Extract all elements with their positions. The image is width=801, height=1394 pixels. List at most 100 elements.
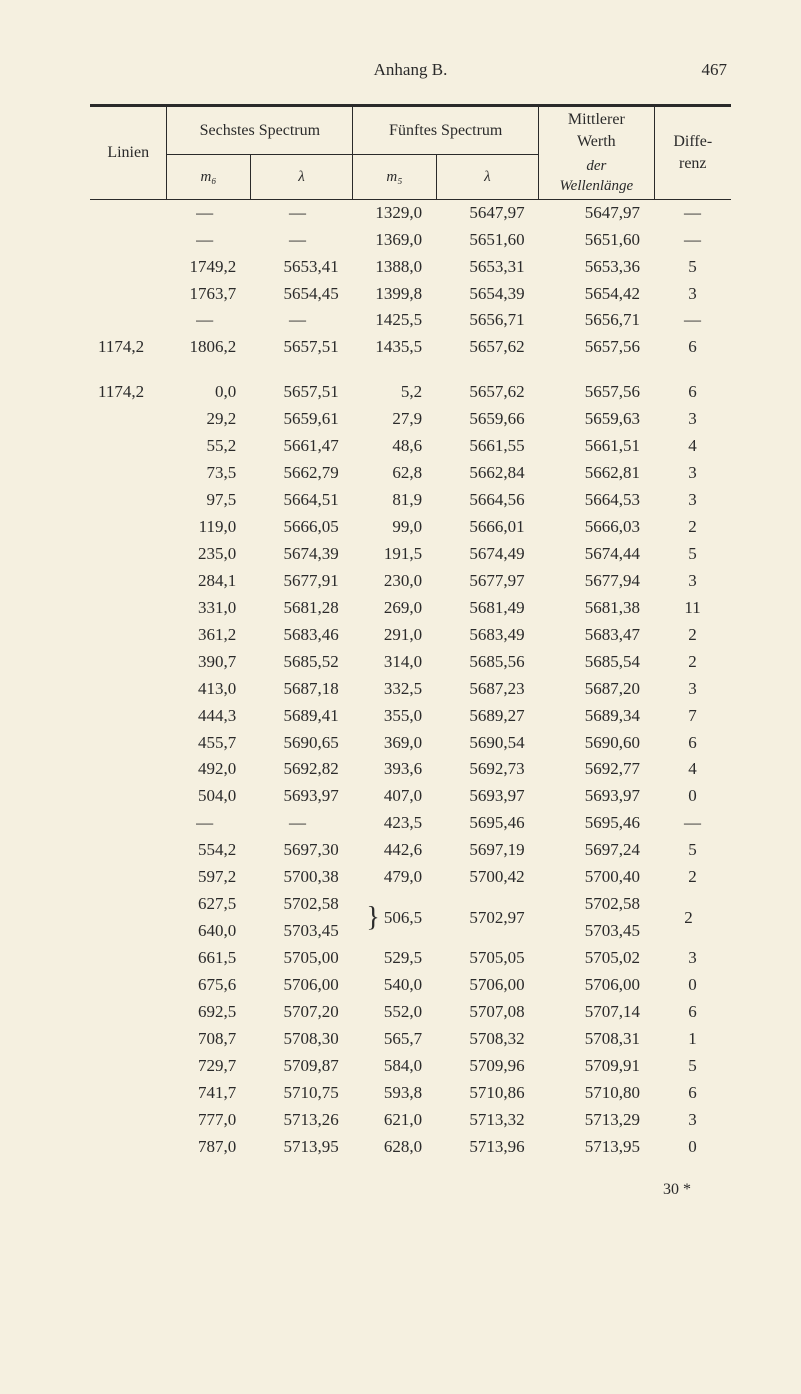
col-m6: m₆ [167,154,250,199]
cell: 269,0 [353,595,436,622]
cell: 413,0 [167,676,250,703]
table-row: 390,75685,52314,05685,565685,542 [90,649,731,676]
cell: 5662,84 [436,460,539,487]
cell: — [654,199,731,226]
cell: 0 [654,783,731,810]
cell: 5697,24 [539,837,654,864]
table-row: 708,75708,30565,75708,325708,311 [90,1026,731,1053]
cell: 5695,46 [436,810,539,837]
linien-label: 1174,2 [90,379,167,406]
cell: 5705,05 [436,945,539,972]
cell: 552,0 [353,999,436,1026]
linien-empty [90,307,167,334]
cell: 81,9 [353,487,436,514]
cell: 5677,94 [539,568,654,595]
cell: 407,0 [353,783,436,810]
cell: 5657,62 [436,379,539,406]
cell: 5708,30 [250,1026,353,1053]
cell: 5677,91 [250,568,353,595]
cell: 1 [654,1026,731,1053]
cell: 5659,61 [250,406,353,433]
cell: — [654,307,731,334]
cell: 73,5 [167,460,250,487]
linien-empty [90,568,167,595]
cell: 593,8 [353,1080,436,1107]
linien-empty [90,972,167,999]
table-row: 675,65706,00540,05706,005706,000 [90,972,731,999]
linien-empty [90,945,167,972]
running-head: Anhang B. 467 [90,60,731,80]
linien-empty [90,406,167,433]
cell: 355,0 [353,703,436,730]
cell: 5705,00 [250,945,353,972]
group-gap [90,361,731,379]
linien-empty [90,730,167,757]
linien-label: 1174,2 [90,334,167,361]
cell: 5664,51 [250,487,353,514]
cell: 1806,2 [167,334,250,361]
cell: 5697,19 [436,837,539,864]
cell: 5647,97 [539,199,654,226]
cell: 5687,18 [250,676,353,703]
cell: 621,0 [353,1107,436,1134]
cell: 5677,97 [436,568,539,595]
linien-empty [90,864,167,891]
table-row: 413,05687,18332,55687,235687,203 [90,676,731,703]
cell: 5710,86 [436,1080,539,1107]
cell: 5659,63 [539,406,654,433]
cell: 0 [654,1134,731,1161]
cell: 5653,31 [436,254,539,281]
brace-diff: 2 [654,891,731,945]
col-m5: m₅ [353,154,436,199]
cell: 5 [654,254,731,281]
cell: 3 [654,487,731,514]
cell: 5703,45 [539,918,654,945]
cell: 5681,38 [539,595,654,622]
table-row: 787,05713,95628,05713,965713,950 [90,1134,731,1161]
cell: 5 [654,541,731,568]
spectrum-table: Linien Sechstes Spectrum Fünftes Spectru… [90,104,731,1161]
table-row: 661,55705,00529,55705,055705,023 [90,945,731,972]
cell: 675,6 [167,972,250,999]
col-lambda6: λ [250,154,353,199]
cell: 235,0 [167,541,250,568]
linien-empty [90,756,167,783]
cell: — [167,199,250,226]
cell: 5683,47 [539,622,654,649]
cell: 5689,27 [436,703,539,730]
cell: 423,5 [353,810,436,837]
cell: 3 [654,406,731,433]
cell: 3 [654,676,731,703]
cell: 5654,39 [436,281,539,308]
table-body: ——1329,05647,975647,97———1369,05651,6056… [90,199,731,1160]
linien-empty [90,281,167,308]
cell: 5713,95 [250,1134,353,1161]
cell: 55,2 [167,433,250,460]
cell: 11 [654,595,731,622]
table-row: 1174,20,05657,515,25657,625657,566 [90,379,731,406]
cell: 1329,0 [353,199,436,226]
table-row: 284,15677,91230,05677,975677,943 [90,568,731,595]
cell: 5709,87 [250,1053,353,1080]
cell: 1435,5 [353,334,436,361]
cell: — [167,810,250,837]
cell: 5700,42 [436,864,539,891]
cell: — [167,307,250,334]
cell: — [167,227,250,254]
cell: 5647,97 [436,199,539,226]
col-spec5: Fünftes Spectrum [353,107,539,155]
linien-empty [90,1080,167,1107]
cell: 48,6 [353,433,436,460]
cell: 5690,54 [436,730,539,757]
cell: 5685,52 [250,649,353,676]
cell: 554,2 [167,837,250,864]
cell: 3 [654,568,731,595]
cell: 6 [654,334,731,361]
table-row: 597,25700,38479,05700,425700,402 [90,864,731,891]
cell: 3 [654,945,731,972]
linien-empty [90,891,167,918]
cell: 5693,97 [250,783,353,810]
col-lambda5: λ [436,154,539,199]
cell: 3 [654,460,731,487]
cell: 5666,05 [250,514,353,541]
